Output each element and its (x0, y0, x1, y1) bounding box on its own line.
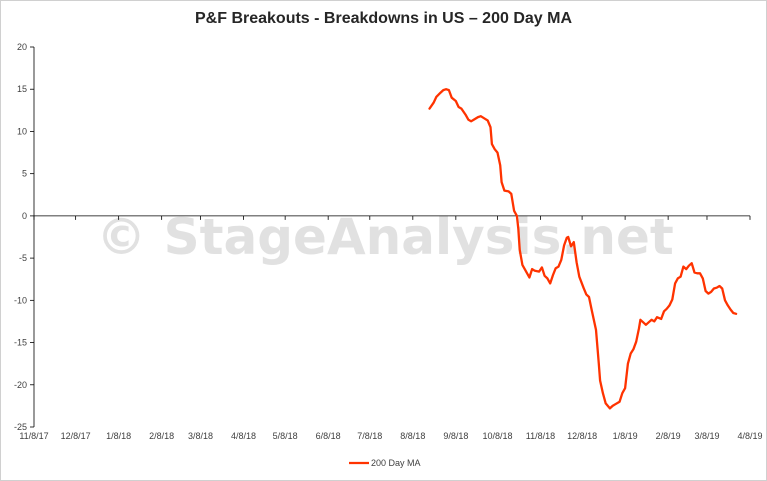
x-tick-label: 11/8/17 (19, 431, 48, 441)
watermark: © StageAnalysis.net (96, 208, 674, 266)
x-tick-label: 4/8/18 (231, 431, 256, 441)
y-tick-label: -15 (14, 338, 27, 348)
y-tick-label: -10 (14, 295, 27, 305)
chart-title: P&F Breakouts - Breakdowns in US – 200 D… (195, 10, 572, 27)
x-tick-label: 12/8/18 (567, 431, 597, 441)
x-tick-label: 3/8/18 (188, 431, 213, 441)
series-line-200-day-ma (428, 88, 738, 410)
x-tick-label: 4/8/19 (737, 431, 762, 441)
y-tick-label: -5 (19, 253, 27, 263)
x-tick-label: 6/8/18 (316, 431, 341, 441)
y-tick-label: 15 (17, 84, 27, 94)
y-tick-label: 0 (22, 211, 27, 221)
y-tick-labels: 20 15 10 5 0 -5 -10 -15 -20 -25 (14, 42, 34, 432)
x-tick-label: 5/8/18 (273, 431, 298, 441)
x-tick-label: 7/8/18 (357, 431, 382, 441)
legend: 200 Day MA (349, 458, 421, 468)
x-tick-label: 11/8/18 (526, 431, 555, 441)
series-layer (428, 88, 738, 410)
x-tick-label: 10/8/18 (482, 431, 512, 441)
x-tick-label: 12/8/17 (61, 431, 91, 441)
x-tick-labels: 11/8/17 12/8/17 1/8/18 2/8/18 3/8/18 4/8/18 5/… (19, 215, 763, 441)
y-tick-label: 20 (17, 42, 27, 52)
x-tick-label: 2/8/18 (149, 431, 174, 441)
x-tick-label: 1/8/18 (106, 431, 131, 441)
x-tick-label: 8/8/18 (400, 431, 425, 441)
y-tick-label: -25 (14, 422, 27, 432)
watermark-layer: © StageAnalysis.net (96, 208, 674, 266)
y-tick-label: 10 (17, 126, 27, 136)
x-tick-label: 9/8/18 (443, 431, 468, 441)
x-tick-label: 3/8/19 (694, 431, 719, 441)
axes (33, 47, 750, 427)
y-tick-label: -20 (14, 380, 27, 390)
x-tick-label: 2/8/19 (656, 431, 681, 441)
y-tick-label: 5 (22, 169, 27, 179)
legend-label-200-day-ma: 200 Day MA (371, 458, 421, 468)
x-tick-label: 1/8/19 (613, 431, 638, 441)
